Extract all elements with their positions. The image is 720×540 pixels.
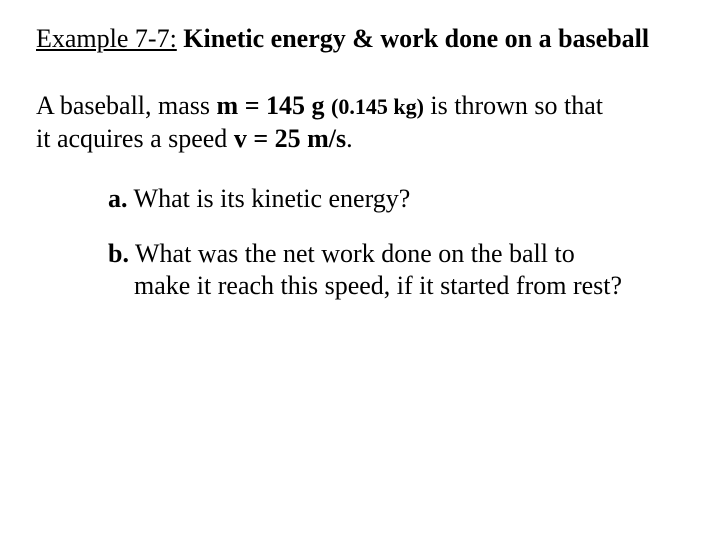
slide-content: Example 7-7: Kinetic energy & work done … [0, 0, 720, 303]
title-label: Example 7-7: [36, 24, 177, 53]
intro-pre: A baseball, mass [36, 91, 217, 120]
question-b-label: b. [108, 239, 129, 268]
question-a: a. What is its kinetic energy? [108, 183, 684, 216]
question-b: b. What was the net work done on the bal… [108, 238, 684, 303]
question-a-text: What is its kinetic energy? [128, 184, 411, 213]
speed-value: v = 25 m/s [234, 124, 346, 153]
intro-line2-pre: it acquires a speed [36, 124, 234, 153]
question-a-label: a. [108, 184, 128, 213]
question-b-line1: What was the net work done on the ball t… [129, 239, 575, 268]
example-title: Example 7-7: Kinetic energy & work done … [36, 24, 684, 54]
question-b-line2: make it reach this speed, if it started … [134, 271, 622, 300]
mass-value: m = 145 g [217, 91, 325, 120]
problem-statement: A baseball, mass m = 145 g (0.145 kg) is… [36, 90, 684, 155]
intro-line2-post: . [346, 124, 353, 153]
mass-paren: (0.145 kg) [331, 94, 424, 119]
title-rest: Kinetic energy & work done on a baseball [183, 24, 649, 53]
intro-mid1: is thrown so that [424, 91, 603, 120]
